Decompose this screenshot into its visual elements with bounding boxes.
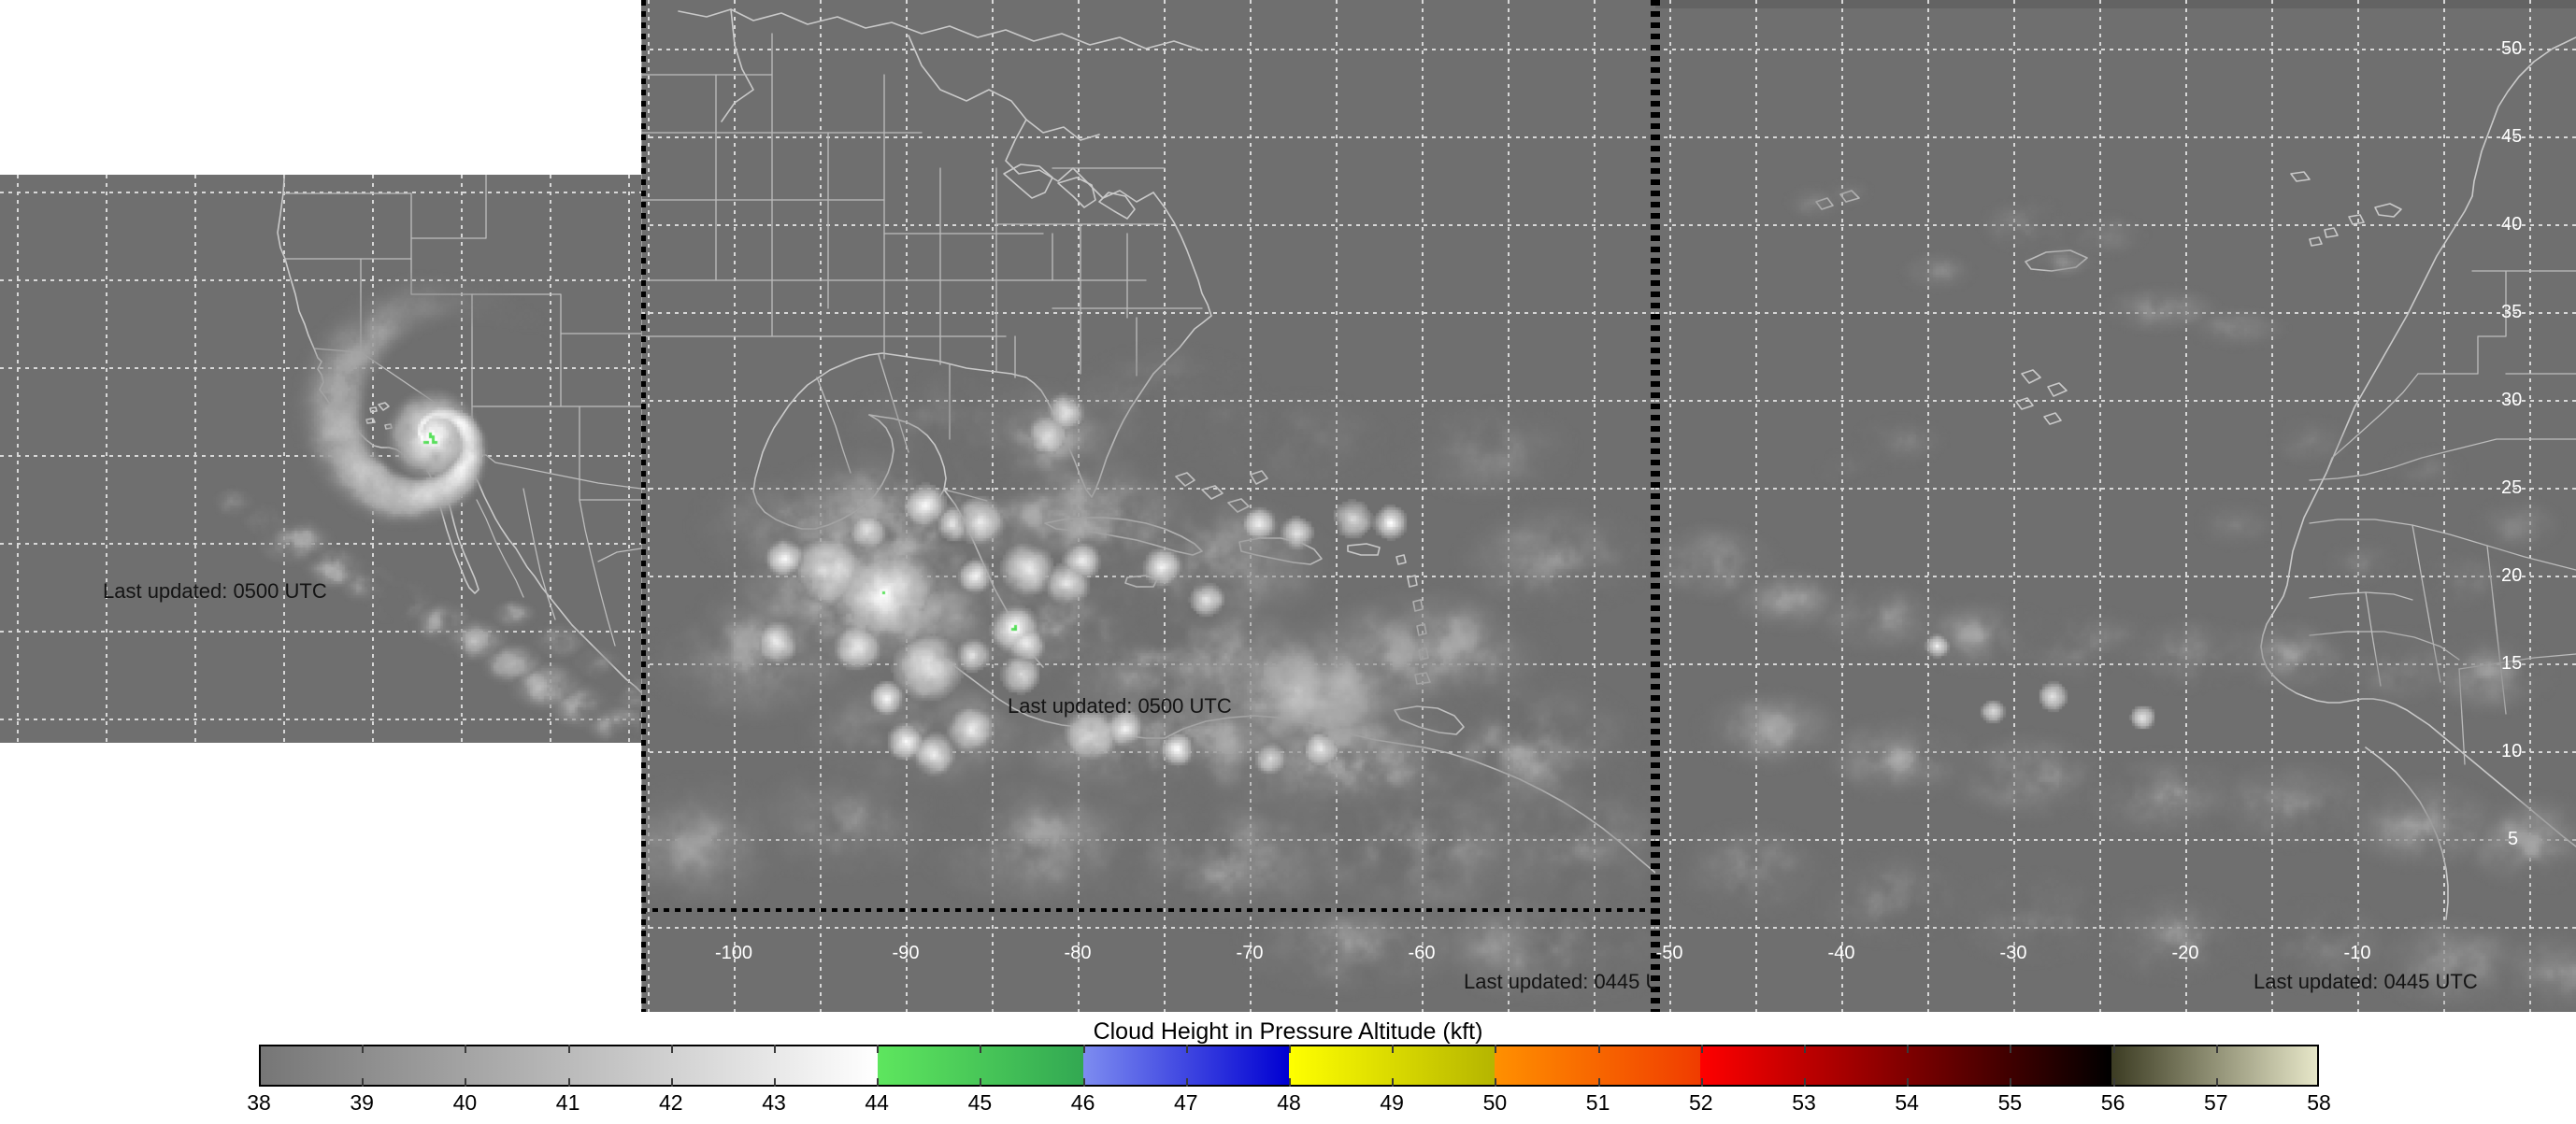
lat-label-35: 35 <box>2501 302 2523 322</box>
colorbar-tick-label-56: 56 <box>2100 1090 2125 1115</box>
colorbar-tick-label-54: 54 <box>1895 1090 1919 1115</box>
colorbar-tick-label-38: 38 <box>247 1090 271 1115</box>
panel-edge-left <box>1655 0 1660 1012</box>
colorbar-tick-label-50: 50 <box>1482 1090 1508 1115</box>
lat-label-25: 25 <box>2501 477 2523 498</box>
lon-label-70: -70 <box>1236 943 1264 963</box>
colorbar-tick-label-40: 40 <box>452 1090 478 1115</box>
colorbar-tick-label-43: 43 <box>762 1090 786 1115</box>
cloud-overlay-east <box>1655 0 2576 1012</box>
lat-label-15: 15 <box>2501 653 2523 674</box>
lon-label-100: -100 <box>714 943 753 963</box>
lat-label-20: 20 <box>2501 565 2523 586</box>
lon-label-20: -20 <box>2171 943 2199 963</box>
colorbar[interactable] <box>259 1045 2319 1087</box>
lat-label-45: 45 <box>2501 126 2523 147</box>
colorbar-tick-label-44: 44 <box>865 1090 889 1115</box>
lon-label-30: -30 <box>1999 943 2027 963</box>
colorbar-tick-label-51: 51 <box>1585 1090 1610 1115</box>
colorbar-tick-labels: 38 39 40 41 42 43 44 45 46 47 48 49 50 51 52 53 54 55 56 57… <box>247 1090 2331 1118</box>
lon-label-60: -60 <box>1408 943 1436 963</box>
colorbar-tick-label-46: 46 <box>1070 1090 1095 1115</box>
colorbar-tick-label-45: 45 <box>967 1090 993 1115</box>
goes-east-panel[interactable]: -100 -90 -80 -70 -60 Last updated: 0500 … <box>641 0 1655 1012</box>
cloud-overlay-central <box>641 0 1655 1012</box>
lon-label-40: -40 <box>1827 943 1855 963</box>
colorbar-block: Cloud Height in Pressure Altitude (kft) … <box>0 1014 2576 1124</box>
cloud-overlay-west <box>0 175 641 743</box>
lat-label-30: 30 <box>2501 390 2523 410</box>
colorbar-tick-label-39: 39 <box>350 1090 374 1115</box>
panel-edge-left <box>641 0 646 1012</box>
colorbar-tick-label-48: 48 <box>1277 1090 1301 1115</box>
lon-label-50: -50 <box>1655 943 1683 963</box>
panel-edge-bottom <box>641 908 1655 912</box>
last-updated-central-bottom: Last updated: 0445 UTC <box>1464 970 1655 993</box>
last-updated-central-top: Last updated: 0500 UTC <box>1008 694 1232 718</box>
colorbar-tick-label-47: 47 <box>1174 1090 1198 1115</box>
colorbar-tick-label-55: 55 <box>1997 1090 2023 1115</box>
lat-label-5: 5 <box>2508 829 2519 849</box>
colorbar-tick-label-49: 49 <box>1380 1090 1404 1115</box>
colorbar-tick-label-42: 42 <box>659 1090 683 1115</box>
colorbar-gradient <box>259 1045 2319 1087</box>
last-updated-west: Last updated: 0500 UTC <box>103 579 327 603</box>
last-updated-east: Last updated: 0445 UTC <box>2254 970 2478 993</box>
panel-edge-right <box>1651 0 1655 1012</box>
colorbar-tick-label-58: 58 <box>2307 1090 2331 1115</box>
meteosat-atlantic-panel[interactable]: -50 -40 -30 -20 -10 50 45 40 35 30 25 20… <box>1655 0 2576 1012</box>
colorbar-tick-label-52: 52 <box>1689 1090 1713 1115</box>
goes-west-panel[interactable]: Last updated: 0500 UTC <box>0 175 641 743</box>
colorbar-tick-label-53: 53 <box>1792 1090 1816 1115</box>
map-mosaic[interactable]: Last updated: 0500 UTC <box>0 0 2576 1014</box>
lat-label-40: 40 <box>2501 214 2523 235</box>
lon-label-90: -90 <box>892 943 920 963</box>
lon-label-80: -80 <box>1064 943 1092 963</box>
colorbar-tick-label-57: 57 <box>2204 1090 2228 1115</box>
lat-label-10: 10 <box>2501 741 2523 761</box>
lat-label-50: 50 <box>2501 38 2523 59</box>
lon-label-10: -10 <box>2343 943 2371 963</box>
colorbar-title: Cloud Height in Pressure Altitude (kft) <box>1093 1018 1483 1045</box>
colorbar-tick-label-41: 41 <box>555 1090 580 1115</box>
